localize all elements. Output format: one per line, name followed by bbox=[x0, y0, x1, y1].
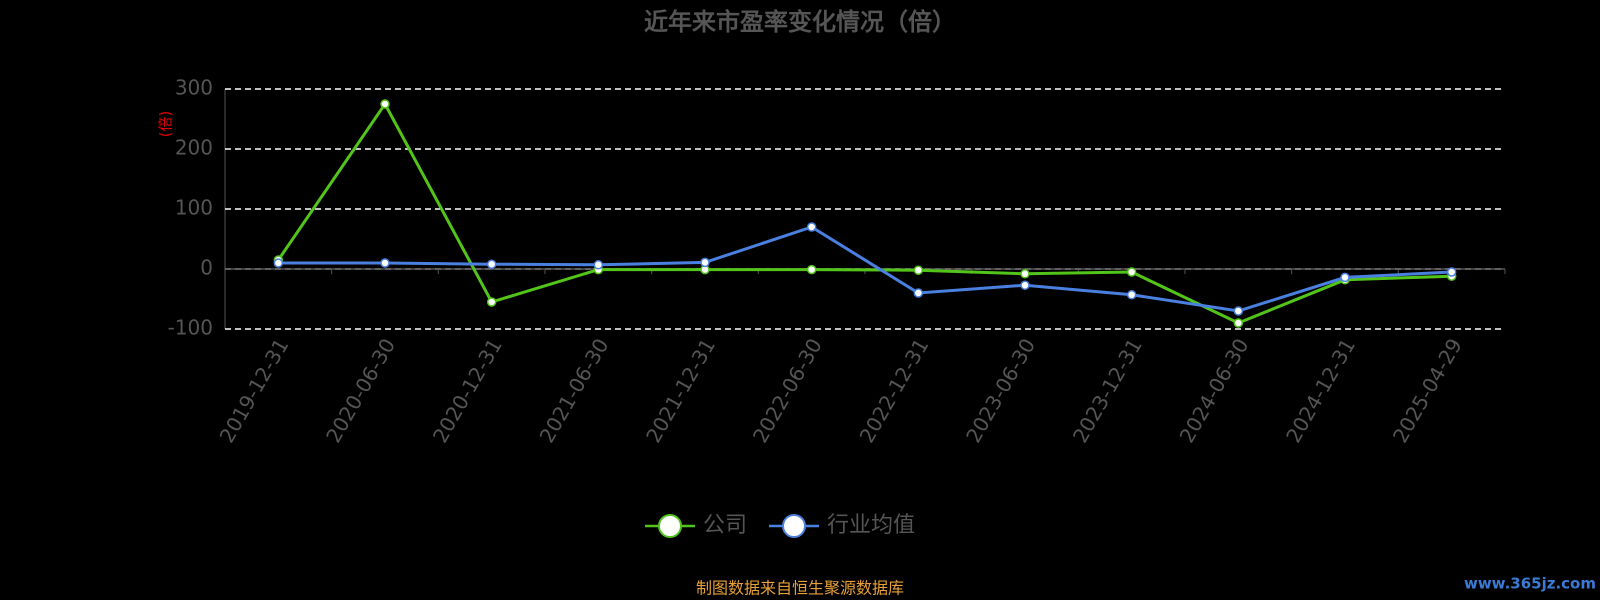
legend-label[interactable]: 行业均值 bbox=[827, 513, 915, 538]
data-point bbox=[1020, 269, 1030, 279]
legend-marker[interactable] bbox=[658, 514, 682, 538]
data-point bbox=[273, 258, 284, 268]
data-point bbox=[700, 257, 710, 268]
y-tick-label: -100 bbox=[168, 316, 213, 340]
y-axis-label: (倍) bbox=[157, 111, 175, 138]
y-tick-label: 100 bbox=[175, 196, 213, 220]
data-point bbox=[486, 297, 497, 307]
series-line bbox=[277, 101, 1452, 325]
y-tick-label: 200 bbox=[175, 136, 213, 160]
data-point bbox=[913, 288, 924, 298]
y-tick-label: 0 bbox=[200, 256, 213, 280]
source-note: 制图数据来自恒生聚源数据库 bbox=[696, 579, 904, 598]
legend-label[interactable]: 公司 bbox=[703, 513, 747, 538]
data-point bbox=[380, 99, 390, 109]
data-point bbox=[1233, 318, 1244, 328]
series-line bbox=[278, 225, 1452, 313]
y-tick-label: 300 bbox=[175, 76, 213, 100]
data-point bbox=[806, 222, 817, 232]
data-point bbox=[486, 259, 497, 269]
data-point bbox=[913, 265, 924, 275]
data-point bbox=[1020, 280, 1030, 290]
data-point bbox=[1233, 306, 1244, 316]
chart-title: 近年来市盈率变化情况（倍） bbox=[644, 8, 956, 36]
data-point bbox=[1126, 267, 1137, 277]
data-point bbox=[593, 260, 604, 270]
data-point bbox=[1446, 267, 1457, 277]
watermark: www.365jz.com bbox=[1464, 575, 1596, 593]
legend-marker[interactable] bbox=[782, 514, 807, 538]
data-point bbox=[1126, 290, 1137, 300]
data-point bbox=[380, 258, 390, 268]
data-point bbox=[1340, 272, 1350, 283]
data-point bbox=[806, 264, 817, 275]
